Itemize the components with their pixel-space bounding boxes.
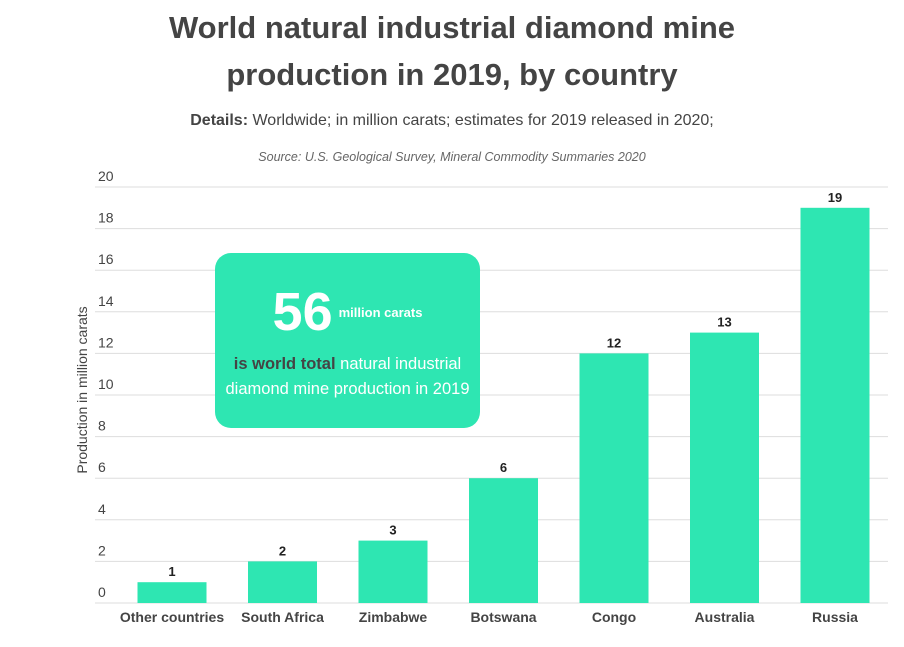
details-label: Details:	[190, 112, 249, 129]
y-tick-label-2: 2	[98, 542, 106, 558]
total-callout: 56 million carats is world total natural …	[215, 253, 480, 428]
data-label-3: 6	[500, 460, 507, 475]
x-tick-label-0: Other countries	[120, 609, 224, 625]
y-tick-label-0: 0	[98, 584, 106, 600]
chart-title-line-1: World natural industrial diamond mine	[168, 10, 736, 45]
callout-strong-text: is world total	[233, 355, 336, 373]
y-axis-title: Production in million carats	[74, 306, 90, 473]
details-text: Worldwide; in million carats; estimates …	[252, 112, 714, 129]
chart-title: World natural industrial diamond mine pr…	[0, 4, 904, 98]
x-tick-label-1: South Africa	[241, 609, 324, 625]
bar-6	[800, 207, 870, 604]
y-tick-label-10: 10	[98, 376, 114, 392]
callout-figure: 56 million carats	[215, 281, 480, 343]
bar-4	[579, 353, 649, 603]
data-label-4: 12	[607, 335, 621, 350]
y-tick-label-14: 14	[98, 293, 114, 309]
data-label-6: 19	[828, 190, 842, 205]
data-label-1: 2	[279, 543, 286, 558]
chart-title-line-2: production in 2019, by country	[226, 57, 678, 92]
data-label-2: 3	[389, 523, 396, 538]
callout-description: is world total natural industrial diamon…	[223, 352, 472, 402]
x-tick-label-2: Zimbabwe	[359, 609, 428, 625]
x-tick-label-3: Botswana	[470, 609, 536, 625]
y-tick-label-18: 18	[98, 210, 114, 226]
bar-1	[248, 561, 317, 603]
bar-0	[137, 582, 207, 603]
x-tick-label-6: Russia	[812, 609, 858, 625]
data-label-0: 1	[168, 564, 175, 579]
bar-3	[469, 478, 538, 603]
x-tick-label-5: Australia	[695, 609, 755, 625]
y-tick-label-12: 12	[98, 334, 114, 350]
y-tick-label-20: 20	[98, 168, 114, 184]
x-tick-label-4: Congo	[592, 609, 636, 625]
y-tick-label-6: 6	[98, 459, 106, 475]
y-tick-label-8: 8	[98, 418, 106, 434]
chart-source: Source: U.S. Geological Survey, Mineral …	[258, 150, 646, 164]
callout-unit: million carats	[338, 304, 423, 320]
callout-rest-text: natural industrial diamond mine producti…	[225, 355, 470, 398]
bar-5	[690, 332, 759, 603]
data-label-5: 13	[717, 315, 731, 330]
y-tick-label-4: 4	[98, 501, 106, 517]
bar-2	[358, 540, 428, 603]
callout-number: 56	[272, 282, 333, 342]
y-tick-label-16: 16	[98, 251, 114, 267]
chart-details: Details: Worldwide; in million carats; e…	[0, 112, 904, 130]
